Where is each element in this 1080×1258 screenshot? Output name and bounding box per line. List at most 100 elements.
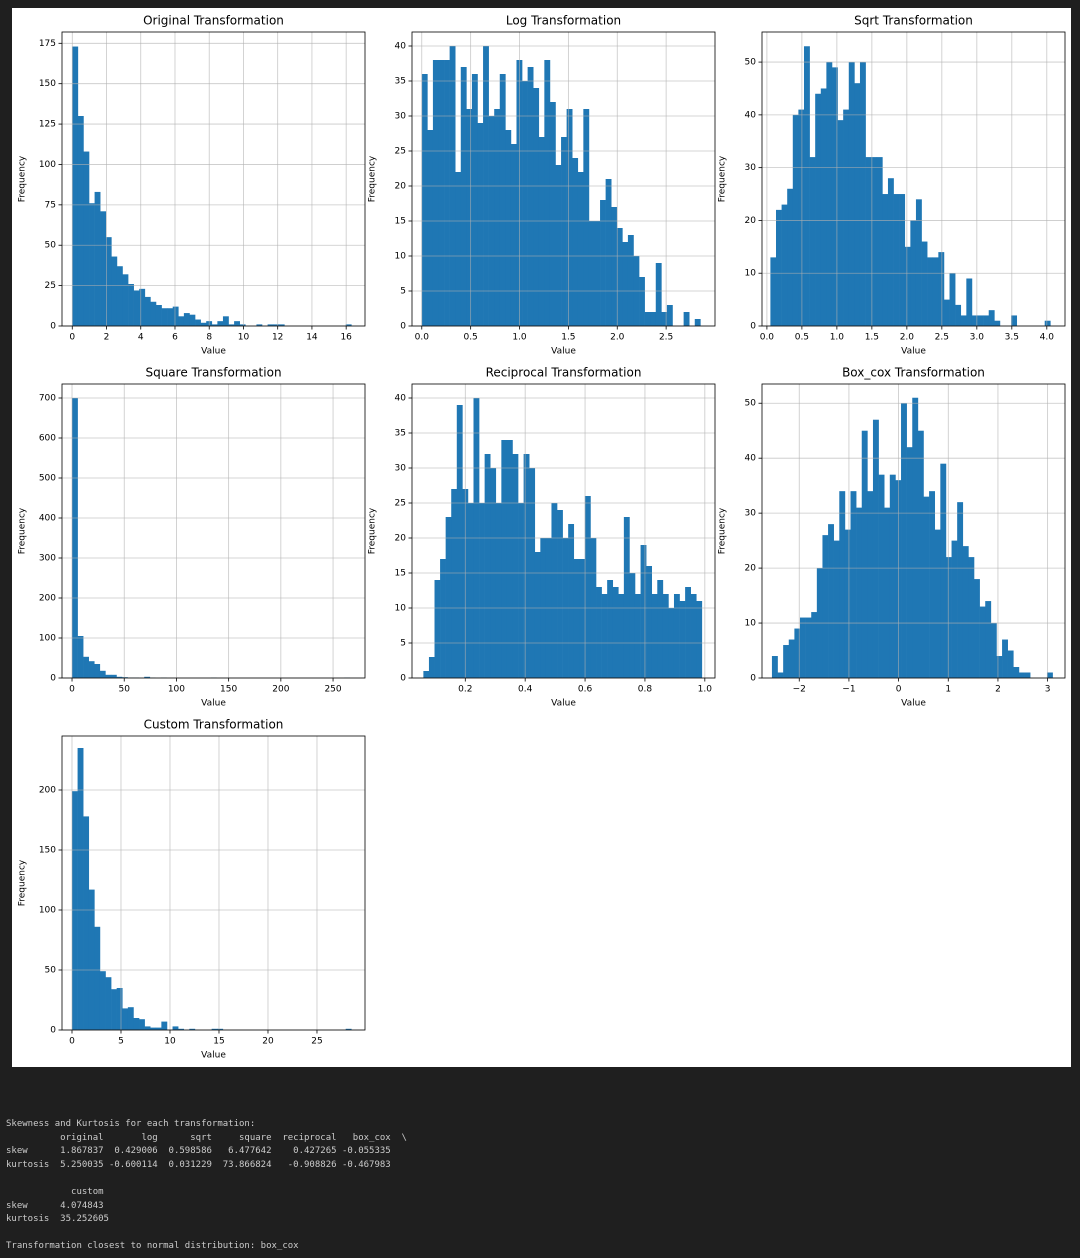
- bar: [278, 324, 285, 326]
- y-tick-label: 0: [750, 322, 756, 332]
- bar: [618, 594, 625, 678]
- x-tick-label: 16: [340, 333, 352, 343]
- bar: [690, 594, 697, 678]
- bar: [573, 559, 580, 678]
- x-tick-label: 0.0: [415, 333, 430, 343]
- bar: [927, 257, 934, 326]
- y-tick-label: 10: [745, 269, 757, 279]
- bar: [949, 273, 956, 326]
- output-line: kurtosis 5.250035 -0.600114 0.031229 73.…: [6, 1160, 391, 1170]
- x-tick-label: 200: [272, 685, 289, 695]
- bar: [600, 200, 606, 326]
- bar: [962, 546, 969, 678]
- bar: [445, 517, 452, 678]
- y-tick-label: 30: [745, 163, 757, 173]
- bar: [917, 430, 924, 678]
- bar: [228, 324, 235, 326]
- bar: [139, 1019, 145, 1030]
- y-tick-label: 150: [39, 846, 56, 856]
- y-tick-label: 20: [395, 182, 407, 192]
- bar: [805, 617, 812, 678]
- bar: [544, 60, 551, 326]
- bar: [639, 277, 645, 326]
- bar: [139, 288, 146, 326]
- bar: [172, 1026, 179, 1030]
- bar: [172, 306, 179, 326]
- x-tick-label: 10: [238, 333, 250, 343]
- x-tick-label: 2: [104, 333, 110, 343]
- x-axis-label: Value: [201, 1051, 226, 1061]
- bar: [116, 676, 123, 678]
- y-tick-label: 125: [39, 120, 56, 130]
- x-tick-label: 1.0: [698, 685, 713, 695]
- bar: [105, 674, 112, 678]
- bar: [662, 594, 669, 678]
- y-tick-label: 10: [745, 619, 757, 629]
- bar: [345, 324, 352, 326]
- bar: [572, 158, 579, 326]
- bar: [1018, 672, 1025, 678]
- y-tick-label: 0: [750, 674, 756, 684]
- bar: [522, 81, 528, 326]
- x-tick-label: 2.5: [659, 333, 673, 343]
- bar: [943, 299, 950, 326]
- bar: [771, 656, 778, 678]
- bar: [634, 594, 641, 678]
- bar: [878, 474, 885, 678]
- bar: [932, 257, 939, 326]
- bar: [77, 748, 84, 1030]
- x-tick-label: 1.0: [830, 333, 845, 343]
- y-tick-label: 0: [50, 674, 56, 684]
- bar: [966, 278, 973, 326]
- bar: [345, 1028, 352, 1030]
- bar: [195, 319, 201, 326]
- bar: [788, 639, 795, 678]
- bar: [640, 545, 647, 678]
- x-tick-label: 0: [69, 685, 75, 695]
- bar: [566, 109, 573, 326]
- bar: [990, 623, 997, 678]
- axes-frame: [61, 735, 366, 1031]
- y-tick-label: 200: [39, 594, 56, 604]
- x-tick-label: 0: [896, 685, 902, 695]
- y-tick-label: 30: [395, 464, 407, 474]
- bar: [940, 463, 947, 678]
- bar: [534, 552, 541, 678]
- bar: [996, 656, 1003, 678]
- bar: [557, 510, 563, 678]
- x-tick-label: 2.0: [900, 333, 915, 343]
- x-axis-label: Value: [201, 347, 226, 357]
- x-tick-label: 2.0: [610, 333, 625, 343]
- bar: [854, 83, 861, 326]
- bar: [809, 157, 816, 326]
- x-tick-label: 15: [213, 1037, 224, 1047]
- x-axis-label: Value: [201, 699, 226, 709]
- bar: [826, 62, 833, 326]
- x-tick-label: 5: [118, 1037, 124, 1047]
- bar: [71, 791, 78, 1030]
- bar: [655, 263, 662, 326]
- bar: [267, 324, 274, 326]
- axes-frame: [411, 383, 716, 679]
- x-tick-label: 1.5: [561, 333, 575, 343]
- y-tick-label: 30: [395, 112, 407, 122]
- bar: [820, 88, 827, 326]
- bar: [839, 491, 846, 678]
- bar: [438, 60, 445, 326]
- bar: [887, 178, 894, 326]
- bar: [467, 503, 474, 678]
- bar: [178, 316, 185, 326]
- output-line: custom: [6, 1187, 104, 1197]
- x-tick-label: 4: [138, 333, 144, 343]
- y-axis-label: Frequency: [718, 155, 728, 202]
- y-tick-label: 50: [45, 241, 57, 251]
- y-axis-label: Frequency: [18, 859, 28, 906]
- bar: [77, 636, 84, 678]
- bar: [951, 540, 958, 678]
- bar: [833, 540, 840, 678]
- y-tick-label: 25: [395, 147, 406, 157]
- bar: [83, 816, 90, 1030]
- y-tick-label: 600: [39, 434, 56, 444]
- bar: [871, 157, 878, 326]
- bar: [974, 579, 980, 678]
